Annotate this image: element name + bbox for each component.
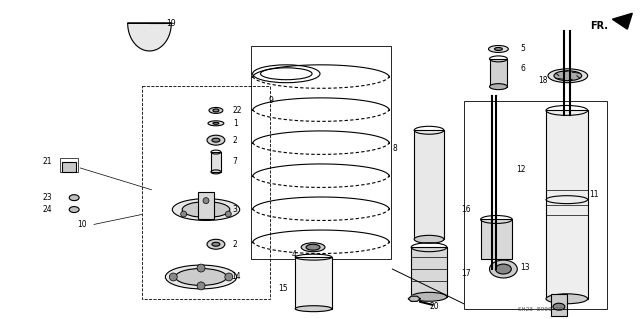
Text: 2: 2 [233, 136, 237, 145]
Circle shape [203, 198, 209, 204]
Text: 17: 17 [461, 270, 470, 278]
Ellipse shape [69, 207, 79, 212]
Circle shape [180, 211, 187, 217]
Ellipse shape [295, 306, 332, 312]
Ellipse shape [306, 244, 320, 250]
Ellipse shape [172, 199, 240, 220]
Bar [490, 59, 508, 87]
Bar [251, 46, 392, 259]
Circle shape [225, 211, 231, 217]
Ellipse shape [213, 122, 219, 124]
Ellipse shape [208, 121, 224, 126]
Circle shape [197, 264, 205, 272]
Text: 18: 18 [538, 76, 548, 85]
Circle shape [225, 273, 233, 281]
Text: 15: 15 [278, 284, 288, 293]
Ellipse shape [212, 242, 220, 246]
Bar [211, 152, 221, 172]
Ellipse shape [495, 48, 502, 50]
Bar [60, 158, 78, 172]
Ellipse shape [207, 135, 225, 145]
Text: 12: 12 [516, 166, 526, 174]
Ellipse shape [165, 265, 237, 289]
Bar [411, 247, 447, 297]
Bar [464, 100, 607, 309]
Text: 6: 6 [520, 64, 525, 73]
Ellipse shape [414, 235, 444, 243]
Text: 22: 22 [233, 106, 243, 115]
Ellipse shape [546, 294, 588, 304]
Polygon shape [408, 296, 420, 301]
Text: 21: 21 [43, 158, 52, 167]
Text: 16: 16 [461, 205, 470, 214]
Ellipse shape [182, 202, 230, 218]
Ellipse shape [207, 239, 225, 249]
Ellipse shape [209, 108, 223, 114]
Bar [546, 110, 588, 299]
Circle shape [170, 273, 177, 281]
Text: 1: 1 [233, 119, 237, 128]
Text: FR.: FR. [589, 21, 607, 31]
Ellipse shape [69, 195, 79, 201]
Bar [481, 219, 512, 259]
Text: 14: 14 [231, 272, 241, 281]
Ellipse shape [212, 138, 220, 142]
Text: 9: 9 [268, 96, 273, 105]
Bar [141, 85, 271, 299]
Polygon shape [612, 13, 632, 29]
Text: 4: 4 [291, 250, 296, 259]
Polygon shape [128, 23, 172, 51]
Bar [551, 294, 567, 315]
Bar [62, 162, 76, 172]
Text: 11: 11 [589, 190, 599, 199]
Text: 3: 3 [233, 205, 237, 214]
Text: 19: 19 [166, 19, 176, 28]
Circle shape [197, 282, 205, 290]
Text: 8: 8 [392, 144, 397, 152]
Text: 23: 23 [43, 193, 52, 202]
Text: 2: 2 [233, 240, 237, 249]
Ellipse shape [490, 84, 508, 90]
Bar [198, 192, 214, 219]
Text: 20: 20 [429, 302, 438, 311]
Ellipse shape [553, 303, 565, 310]
Text: 24: 24 [43, 205, 52, 214]
Ellipse shape [548, 69, 588, 83]
Text: 5: 5 [520, 44, 525, 54]
Bar [414, 130, 444, 239]
Text: 7: 7 [233, 158, 237, 167]
Ellipse shape [490, 260, 517, 278]
Ellipse shape [495, 264, 511, 274]
Text: 13: 13 [520, 263, 530, 271]
Text: 10: 10 [77, 220, 87, 229]
Ellipse shape [554, 71, 582, 81]
Text: SH23-8900 1D: SH23-8900 1D [518, 307, 563, 312]
Ellipse shape [213, 109, 219, 112]
Ellipse shape [488, 46, 508, 52]
Ellipse shape [301, 243, 325, 252]
Ellipse shape [411, 292, 447, 301]
Ellipse shape [175, 269, 227, 286]
Bar [295, 257, 332, 309]
